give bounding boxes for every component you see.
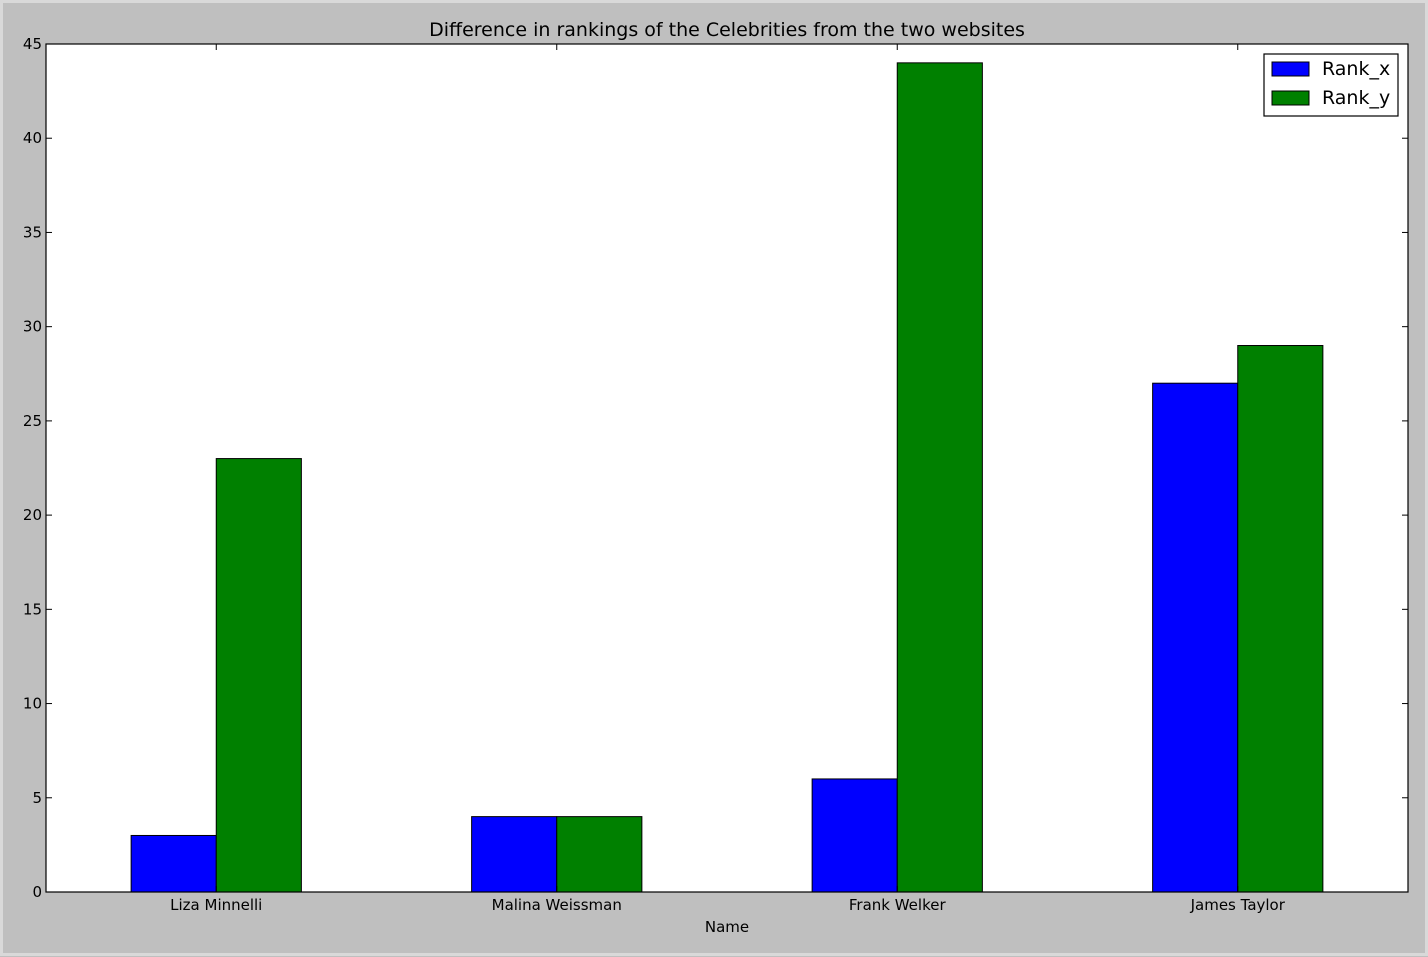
- bar-rank-y-malina-weissman: [556, 816, 643, 893]
- y-tick-label: 0: [32, 883, 42, 901]
- plot-frame: [45, 43, 1409, 893]
- bar-rank-y-james-taylor: [1237, 345, 1324, 893]
- legend: Rank_x Rank_y: [1263, 53, 1399, 117]
- y-tick-label: 30: [23, 318, 42, 336]
- y-tick-label: 35: [23, 223, 42, 241]
- y-tick-label: 20: [23, 506, 42, 524]
- chart-title: Difference in rankings of the Celebritie…: [429, 19, 1025, 41]
- ticks-layer: 0 5 10 15 20 25 30 35 40 45 Liza Minnelli Malina We…: [23, 35, 1408, 914]
- bar-rank-x-frank-welker: [811, 778, 898, 893]
- legend-swatch-rank-y: [1271, 90, 1310, 106]
- y-tick-label: 45: [23, 35, 42, 53]
- x-tick-label-malina-weissman: Malina Weissman: [492, 896, 622, 914]
- bar-rank-x-liza-minnelli: [130, 834, 217, 893]
- bar-rank-x-malina-weissman: [471, 816, 558, 893]
- y-tick-label: 10: [23, 695, 42, 713]
- x-tick-label-liza-minnelli: Liza Minnelli: [170, 896, 262, 914]
- bars-layer: [130, 62, 1324, 893]
- x-tick-label-frank-welker: Frank Welker: [849, 896, 947, 914]
- x-tick-label-james-taylor: James Taylor: [1190, 896, 1286, 914]
- legend-swatch-rank-x: [1271, 61, 1310, 77]
- bar-chart: Difference in rankings of the Celebritie…: [23, 19, 1409, 936]
- bar-rank-x-james-taylor: [1152, 382, 1239, 893]
- bar-rank-y-liza-minnelli: [215, 458, 302, 893]
- y-tick-label: 15: [23, 600, 42, 618]
- x-axis-label: Name: [705, 918, 749, 936]
- legend-label-rank-x: Rank_x: [1322, 58, 1390, 80]
- y-tick-label: 25: [23, 412, 42, 430]
- y-tick-label: 5: [32, 789, 42, 807]
- bar-rank-y-frank-welker: [896, 62, 983, 893]
- y-tick-label: 40: [23, 129, 42, 147]
- legend-label-rank-y: Rank_y: [1322, 87, 1390, 109]
